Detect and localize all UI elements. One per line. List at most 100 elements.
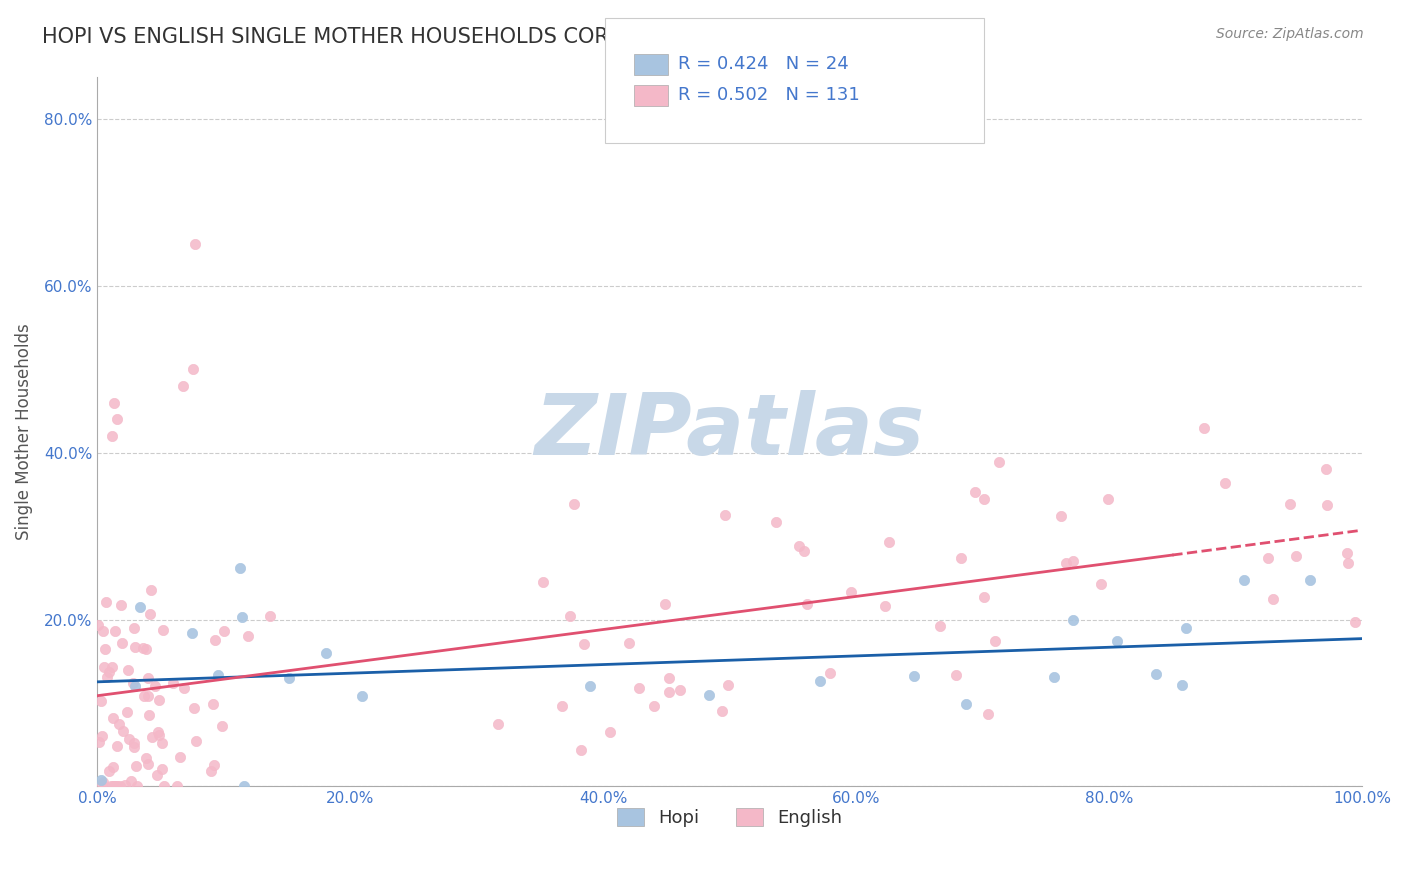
Point: [100, 780, 122, 794]
Point: [110, 780, 132, 794]
Point: [617, 636, 640, 650]
Point: [531, 575, 554, 590]
Legend: Hopi, English: Hopi, English: [610, 800, 849, 834]
Point: [135, 751, 157, 765]
Point: [211, 719, 233, 733]
Point: [839, 584, 862, 599]
Point: [765, 515, 787, 529]
Point: [1337, 556, 1360, 570]
Point: [486, 717, 509, 731]
Point: [1336, 546, 1358, 560]
Point: [1194, 421, 1216, 435]
Point: [91, 729, 114, 743]
Point: [125, 759, 148, 773]
Point: [873, 599, 896, 613]
Point: [231, 610, 253, 624]
Point: [207, 667, 229, 681]
Point: [1097, 492, 1119, 507]
Point: [973, 591, 995, 605]
Text: R = 0.502   N = 131: R = 0.502 N = 131: [678, 87, 859, 104]
Point: [658, 685, 681, 699]
Point: [202, 697, 225, 711]
Point: [117, 731, 139, 746]
Point: [110, 598, 132, 612]
Point: [988, 455, 1011, 469]
Point: [350, 689, 373, 703]
Point: [697, 688, 720, 702]
Text: HOPI VS ENGLISH SINGLE MOTHER HOUSEHOLDS CORRELATION CHART: HOPI VS ENGLISH SINGLE MOTHER HOUSEHOLDS…: [42, 27, 789, 46]
Point: [1170, 678, 1192, 692]
Point: [124, 679, 146, 693]
Point: [1042, 670, 1064, 684]
Point: [181, 625, 204, 640]
Point: [977, 707, 1000, 722]
Text: R = 0.424   N = 24: R = 0.424 N = 24: [678, 55, 848, 73]
Point: [145, 767, 167, 781]
Point: [236, 629, 259, 643]
Point: [558, 608, 581, 623]
Point: [103, 780, 125, 794]
Point: [1299, 573, 1322, 587]
Point: [955, 697, 977, 711]
Point: [181, 362, 204, 376]
Point: [315, 646, 337, 660]
Point: [93, 660, 115, 674]
Point: [120, 774, 142, 789]
Point: [101, 660, 124, 674]
Point: [115, 706, 138, 720]
Point: [200, 764, 222, 778]
Point: [148, 725, 170, 739]
Point: [162, 676, 184, 690]
Point: [169, 750, 191, 764]
Point: [101, 780, 124, 794]
Point: [877, 535, 900, 549]
Point: [228, 560, 250, 574]
Point: [122, 676, 145, 690]
Text: Source: ZipAtlas.com: Source: ZipAtlas.com: [1216, 27, 1364, 41]
Point: [136, 756, 159, 771]
Point: [579, 679, 602, 693]
Point: [963, 484, 986, 499]
Point: [153, 780, 176, 794]
Point: [787, 539, 810, 553]
Point: [104, 624, 127, 639]
Y-axis label: Single Mother Households: Single Mother Households: [15, 324, 32, 541]
Point: [97, 665, 120, 680]
Point: [105, 780, 128, 794]
Point: [1050, 508, 1073, 523]
Point: [232, 779, 254, 793]
Text: ZIPatlas: ZIPatlas: [534, 391, 925, 474]
Point: [111, 636, 134, 650]
Point: [98, 764, 121, 778]
Point: [929, 618, 952, 632]
Point: [202, 758, 225, 772]
Point: [96, 670, 118, 684]
Point: [135, 641, 157, 656]
Point: [796, 597, 818, 611]
Point: [91, 774, 114, 789]
Point: [112, 723, 135, 738]
Point: [1279, 497, 1302, 511]
Point: [172, 379, 194, 393]
Point: [818, 665, 841, 680]
Point: [950, 551, 973, 566]
Point: [114, 778, 136, 792]
Point: [599, 724, 621, 739]
Point: [1175, 621, 1198, 635]
Point: [125, 780, 148, 794]
Point: [122, 621, 145, 635]
Point: [808, 673, 831, 688]
Point: [903, 669, 925, 683]
Point: [627, 681, 650, 696]
Point: [1062, 613, 1084, 627]
Point: [143, 679, 166, 693]
Point: [562, 497, 585, 511]
Point: [669, 683, 692, 698]
Point: [150, 762, 173, 776]
Point: [124, 640, 146, 655]
Point: [1144, 666, 1167, 681]
Point: [141, 582, 163, 597]
Point: [103, 396, 125, 410]
Point: [1090, 577, 1112, 591]
Point: [173, 681, 195, 695]
